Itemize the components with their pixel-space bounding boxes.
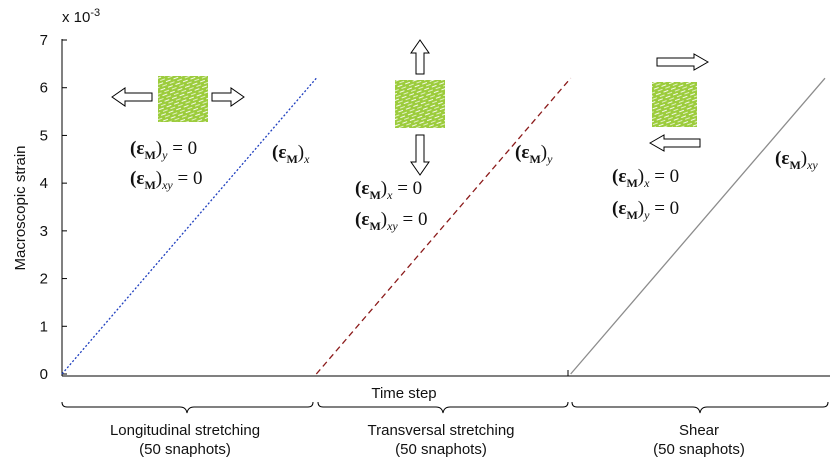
multiplier-exp: -3 (90, 7, 100, 19)
annotation-part: ) (801, 148, 807, 169)
series-line (315, 77, 572, 375)
annotation: (εM)y = 0 (130, 138, 197, 162)
y-tick-label: 5 (40, 127, 48, 144)
y-tick-label: 0 (40, 366, 48, 383)
y-tick-label: 2 (40, 271, 48, 288)
annotation-part: (ε (355, 209, 369, 230)
y-multiplier: x 10-3 (62, 7, 100, 26)
group-label: Longitudinal stretching (110, 422, 260, 439)
annotation-part: = 0 (398, 209, 428, 230)
annotation-part: M (144, 148, 155, 162)
group-braces (61, 401, 829, 414)
annotation-part: M (626, 176, 637, 190)
annotation-part: y (643, 208, 650, 222)
annotation-part: y (546, 152, 553, 166)
annotation-part: xy (386, 219, 398, 233)
annotation: (εM)xy = 0 (355, 209, 427, 233)
annotation-part: xy (161, 178, 173, 192)
annotation-part: = 0 (649, 166, 679, 187)
annotation-part: = 0 (649, 198, 679, 219)
annotation-part: (ε (272, 142, 286, 163)
y-tick-label: 7 (40, 32, 48, 49)
annotation-part: M (286, 152, 297, 166)
y-tick-label: 4 (40, 175, 48, 192)
annotation-part: ) (541, 142, 547, 163)
annotation-part: (ε (515, 142, 529, 163)
annotation: (εM)y = 0 (612, 198, 679, 222)
y-tick-label: 1 (40, 318, 48, 335)
annotation-part: ) (381, 178, 387, 199)
annotation-part: (ε (612, 198, 626, 219)
annotation-part: x (643, 176, 650, 190)
y-axis-label: Macroscopic strain (12, 145, 29, 270)
multiplier-base: x 10 (62, 9, 90, 26)
annotation-part: (ε (355, 178, 369, 199)
annotation: (εM)y (515, 142, 553, 166)
annotation-part: xy (806, 158, 818, 172)
annotation-part: = 0 (392, 178, 422, 199)
annotation-part: (ε (612, 166, 626, 187)
y-tick-label: 3 (40, 223, 48, 240)
group-label: Transversal stretching (368, 422, 515, 439)
group-note: (50 snaphots) (139, 441, 231, 458)
annotation: (εM)xy = 0 (130, 168, 202, 192)
annotation-part: M (529, 152, 540, 166)
annotation-part: = 0 (167, 138, 197, 159)
group-note: (50 snaphots) (395, 441, 487, 458)
annotation-part: M (626, 208, 637, 222)
annotation-part: ) (638, 166, 644, 187)
annotation-part: ) (381, 209, 387, 230)
annotation-part: ) (298, 142, 304, 163)
annotation-part: (ε (130, 138, 144, 159)
annotation-part: x (386, 188, 393, 202)
annotation-part: ) (156, 168, 162, 189)
group-note: (50 snaphots) (653, 441, 745, 458)
annotation-part: M (789, 158, 800, 172)
series-line (61, 77, 317, 375)
y-tick-label: 6 (40, 80, 48, 97)
annotation-part: x (303, 152, 310, 166)
annotation-part: = 0 (173, 168, 203, 189)
annotation-part: M (369, 219, 380, 233)
group-label: Shear (679, 422, 719, 439)
annotation: (εM)x = 0 (612, 166, 679, 190)
annotation: (εM)xy (775, 148, 818, 172)
annotation: (εM)x (272, 142, 310, 166)
series-line (570, 77, 826, 375)
annotation-part: ) (638, 198, 644, 219)
annotation-part: (ε (775, 148, 789, 169)
annotation-part: y (161, 148, 168, 162)
annotation: (εM)x = 0 (355, 178, 422, 202)
annotation-part: M (144, 178, 155, 192)
specimen-icons (111, 39, 710, 176)
x-axis-label: Time step (371, 385, 436, 402)
annotation-part: M (369, 188, 380, 202)
annotation-part: ) (156, 138, 162, 159)
annotation-part: (ε (130, 168, 144, 189)
